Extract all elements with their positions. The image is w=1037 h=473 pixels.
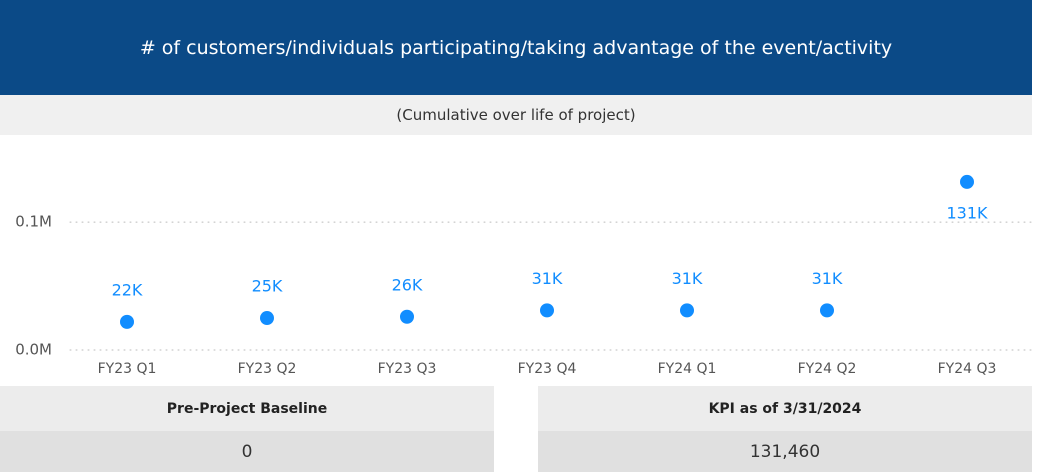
y-tick-label: 0.1M [15, 213, 52, 231]
data-label: 25K [252, 277, 283, 296]
card-label: Pre-Project Baseline [0, 386, 494, 431]
x-tick-label: FY24 Q1 [658, 361, 717, 377]
point [400, 309, 414, 324]
point [260, 311, 274, 326]
y-tick-label: 0.0M [15, 341, 52, 359]
card-value: 0 [0, 431, 494, 472]
point [680, 303, 694, 318]
kpi-card: KPI as of 3/31/2024 131,460 [538, 386, 1032, 472]
chart-title: # of customers/individuals participating… [0, 0, 1032, 95]
data-label: 31K [532, 269, 563, 288]
data-label: 31K [672, 269, 703, 288]
data-label: 26K [392, 275, 423, 294]
point [540, 303, 554, 318]
x-tick-label: FY24 Q2 [798, 361, 857, 377]
data-label: 22K [112, 280, 143, 299]
x-tick-label: FY24 Q3 [938, 361, 997, 377]
card-label: KPI as of 3/31/2024 [538, 386, 1032, 431]
chart: 0.0M 0.1M FY23 Q1 22K FY23 Q2 25K FY23 Q3 26K FY… [15, 174, 1033, 377]
x-tick-label: FY23 Q1 [98, 361, 157, 377]
data-label: 31K [812, 269, 843, 288]
point [960, 174, 974, 189]
data-label: 131K [946, 203, 988, 222]
x-tick-label: FY23 Q3 [378, 361, 437, 377]
x-tick-label: FY23 Q2 [238, 361, 297, 377]
baseline-card: Pre-Project Baseline 0 [0, 386, 494, 472]
chart-subtitle: (Cumulative over life of project) [0, 95, 1032, 135]
point [820, 303, 834, 318]
card-value: 131,460 [538, 431, 1032, 472]
point [120, 314, 134, 329]
x-tick-label: FY23 Q4 [518, 361, 577, 377]
